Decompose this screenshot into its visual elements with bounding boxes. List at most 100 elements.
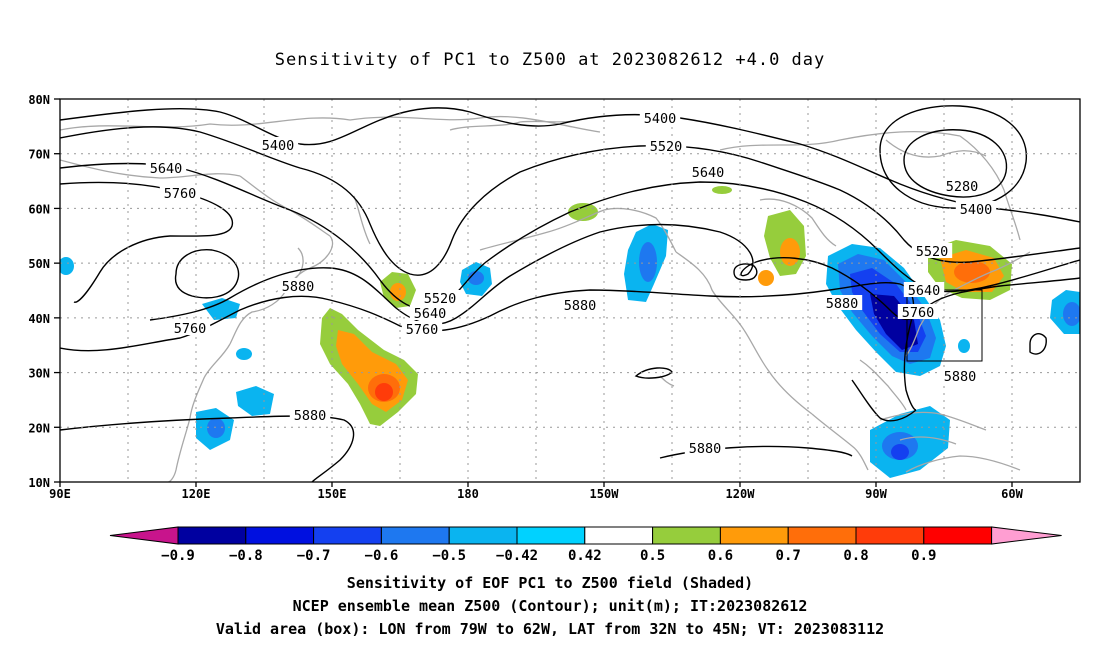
contour-label: 5640	[414, 306, 447, 322]
contour-label: 5880	[282, 279, 315, 295]
contour-label-background	[687, 164, 729, 179]
colorbar-segment	[855, 526, 925, 545]
latitude-label: 60N	[28, 202, 50, 216]
colorbar-label: 0.6	[708, 548, 733, 564]
contour-label: 5520	[916, 244, 949, 260]
positive-sensitivity-region	[712, 186, 732, 194]
contour-label-background	[939, 368, 981, 383]
contour-label-background	[955, 201, 997, 216]
gridlines	[60, 99, 1080, 482]
positive-sensitivity-region	[375, 383, 393, 401]
contour-label-background	[559, 297, 601, 312]
colorbar-segment	[787, 526, 857, 545]
contour-label: 5400	[262, 138, 295, 154]
negative-sensitivity-region	[639, 242, 657, 282]
longitude-label: 120E	[182, 487, 211, 501]
longitude-label: 90E	[49, 487, 71, 501]
contour-label-background	[277, 278, 319, 293]
colorbar-segment	[719, 526, 789, 545]
colorbar-label: −0.9	[161, 548, 195, 564]
negative-sensitivity-region	[958, 339, 970, 353]
colorbar-label: −0.42	[496, 548, 538, 564]
contour-label: 5880	[944, 369, 977, 385]
latitude-label: 30N	[28, 367, 50, 381]
contour-label-background	[289, 407, 331, 422]
colorbar-segment	[448, 526, 518, 545]
colorbar-label: −0.7	[297, 548, 331, 564]
colorbar-label: 0.8	[843, 548, 868, 564]
colorbar-segment	[584, 526, 654, 545]
longitude-labels: 90E 120E 150E 180 150W 120W 90W 60W	[49, 482, 1024, 501]
colorbar-label: −0.8	[229, 548, 263, 564]
colorbar-segment	[245, 526, 315, 545]
positive-sensitivity-region	[954, 261, 990, 283]
contour-label-background	[401, 321, 443, 336]
latitude-label: 80N	[28, 93, 50, 107]
contour-label-background	[169, 320, 211, 335]
positive-sensitivity-region	[568, 203, 598, 221]
contour-label-background	[409, 305, 451, 320]
contour-label-background	[145, 160, 187, 175]
contour-label: 5760	[174, 321, 207, 337]
colorbar-label: −0.6	[365, 548, 399, 564]
contour-label-background	[821, 295, 863, 310]
contour-label-background	[159, 185, 201, 200]
contour-label: 5640	[692, 165, 725, 181]
contour-label: 5760	[406, 322, 439, 338]
longitude-label: 120W	[726, 487, 756, 501]
latitude-label: 70N	[28, 148, 50, 162]
positive-sensitivity-region	[780, 238, 800, 266]
contour-label-background	[639, 110, 681, 125]
negative-sensitivity-region	[1063, 302, 1080, 326]
contour-label: 5520	[650, 139, 683, 155]
colorbar-segment	[652, 526, 721, 545]
colorbar-label: 0.7	[776, 548, 801, 564]
contour-label: 5280	[946, 179, 979, 195]
longitude-label: 60W	[1001, 487, 1023, 501]
contour-label: 5640	[908, 283, 941, 299]
contour-label: 5880	[294, 408, 327, 424]
negative-sensitivity-region	[236, 386, 274, 416]
contour-label-background	[911, 243, 953, 258]
colorbar-label: −0.5	[432, 548, 466, 564]
map-frame	[59, 98, 1081, 483]
sensitivity-shading	[60, 186, 1080, 478]
contour-label: 5880	[564, 298, 597, 314]
negative-sensitivity-region	[60, 257, 74, 275]
negative-sensitivity-region	[870, 294, 918, 350]
colorbar-segment	[516, 526, 586, 545]
colorbar-label: 0.9	[911, 548, 936, 564]
latitude-label: 40N	[28, 312, 50, 326]
contour-label: 5880	[689, 441, 722, 457]
longitude-label: 90W	[865, 487, 887, 501]
colorbar-segment	[313, 526, 382, 545]
contour-label-background	[897, 304, 939, 319]
negative-sensitivity-region	[236, 348, 252, 360]
contour-label: 5760	[164, 186, 197, 202]
colorbar: −0.9 −0.8 −0.7 −0.6 −0.5 −0.42 0.42 0.5 0.6 0.7 0.…	[109, 526, 1062, 564]
latitude-label: 50N	[28, 257, 50, 271]
positive-sensitivity-region	[758, 270, 774, 286]
colorbar-segment	[923, 526, 993, 545]
longitude-label: 180	[457, 487, 479, 501]
caption-shading: Sensitivity of EOF PC1 to Z500 field (Sh…	[346, 574, 754, 592]
latitude-label: 10N	[28, 476, 50, 490]
negative-sensitivity-region	[202, 298, 240, 320]
contour-label: 5760	[902, 305, 935, 321]
contour-label-background	[684, 440, 726, 455]
contour-label: 5880	[826, 296, 859, 312]
colorbar-low-extend	[109, 526, 179, 545]
caption-contour: NCEP ensemble mean Z500 (Contour); unit(…	[292, 597, 808, 615]
longitude-label: 150W	[590, 487, 620, 501]
latitude-label: 20N	[28, 421, 50, 435]
contour-label: 5400	[644, 111, 677, 127]
negative-sensitivity-region	[891, 444, 909, 460]
contour-label-background	[941, 178, 983, 193]
colorbar-label: 0.42	[568, 548, 602, 564]
colorbar-high-extend	[991, 526, 1062, 545]
contour-label-background	[419, 290, 461, 305]
latitude-labels: 80N 70N 60N 50N 40N 30N 20N 10N	[28, 93, 60, 490]
negative-sensitivity-region	[207, 418, 225, 438]
contour-label-background	[903, 282, 945, 297]
